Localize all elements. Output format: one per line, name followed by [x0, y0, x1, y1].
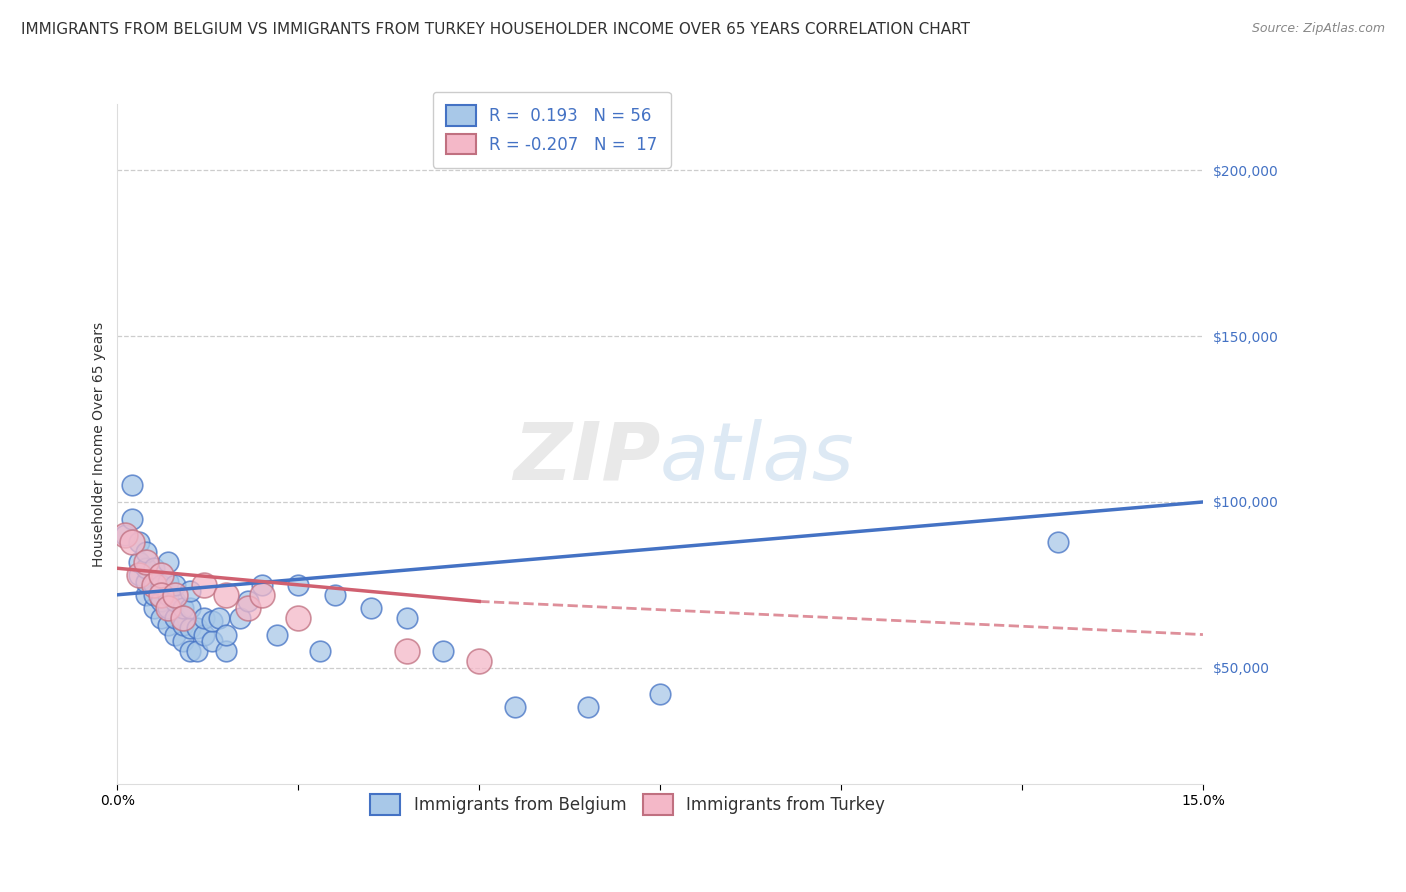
Legend: Immigrants from Belgium, Immigrants from Turkey: Immigrants from Belgium, Immigrants from…: [361, 786, 893, 823]
Point: [165, 588, 187, 602]
Point: [215, 588, 238, 602]
Point: [250, 578, 273, 592]
Point: [186, 621, 208, 635]
Y-axis label: Householder Income Over 65 years: Householder Income Over 65 years: [93, 321, 107, 566]
Point: [157, 574, 180, 589]
Point: [128, 555, 150, 569]
Point: [142, 588, 165, 602]
Point: [172, 601, 194, 615]
Point: [121, 511, 143, 525]
Point: [395, 644, 418, 658]
Point: [172, 611, 194, 625]
Point: [135, 574, 157, 589]
Point: [179, 621, 201, 635]
Point: [200, 615, 222, 629]
Text: Source: ZipAtlas.com: Source: ZipAtlas.com: [1251, 22, 1385, 36]
Point: [157, 555, 180, 569]
Point: [142, 561, 165, 575]
Point: [323, 588, 346, 602]
Point: [149, 568, 172, 582]
Point: [157, 588, 180, 602]
Point: [193, 611, 215, 625]
Point: [229, 611, 252, 625]
Point: [165, 594, 187, 608]
Point: [432, 644, 454, 658]
Point: [172, 617, 194, 632]
Point: [468, 654, 491, 668]
Point: [121, 534, 143, 549]
Point: [135, 561, 157, 575]
Point: [650, 687, 672, 701]
Point: [135, 555, 157, 569]
Point: [505, 700, 527, 714]
Point: [179, 601, 201, 615]
Point: [165, 611, 187, 625]
Point: [157, 601, 180, 615]
Point: [236, 601, 259, 615]
Point: [266, 627, 288, 641]
Point: [149, 588, 172, 602]
Point: [121, 478, 143, 492]
Point: [135, 588, 157, 602]
Text: ZIP: ZIP: [513, 418, 661, 497]
Point: [208, 611, 231, 625]
Point: [215, 644, 238, 658]
Point: [1047, 534, 1070, 549]
Point: [287, 578, 309, 592]
Point: [149, 611, 172, 625]
Point: [395, 611, 418, 625]
Point: [309, 644, 332, 658]
Point: [179, 584, 201, 599]
Text: atlas: atlas: [661, 418, 855, 497]
Point: [149, 594, 172, 608]
Point: [114, 528, 136, 542]
Point: [128, 568, 150, 582]
Point: [165, 627, 187, 641]
Point: [215, 627, 238, 641]
Point: [179, 644, 201, 658]
Point: [360, 601, 382, 615]
Point: [142, 578, 165, 592]
Point: [200, 634, 222, 648]
Point: [172, 634, 194, 648]
Point: [236, 594, 259, 608]
Point: [193, 627, 215, 641]
Point: [193, 578, 215, 592]
Point: [149, 578, 172, 592]
Text: IMMIGRANTS FROM BELGIUM VS IMMIGRANTS FROM TURKEY HOUSEHOLDER INCOME OVER 65 YEA: IMMIGRANTS FROM BELGIUM VS IMMIGRANTS FR…: [21, 22, 970, 37]
Point: [135, 544, 157, 558]
Point: [128, 568, 150, 582]
Point: [186, 644, 208, 658]
Point: [114, 528, 136, 542]
Point: [157, 617, 180, 632]
Point: [165, 578, 187, 592]
Point: [142, 601, 165, 615]
Point: [128, 534, 150, 549]
Point: [142, 578, 165, 592]
Point: [287, 611, 309, 625]
Point: [576, 700, 599, 714]
Point: [157, 601, 180, 615]
Point: [250, 588, 273, 602]
